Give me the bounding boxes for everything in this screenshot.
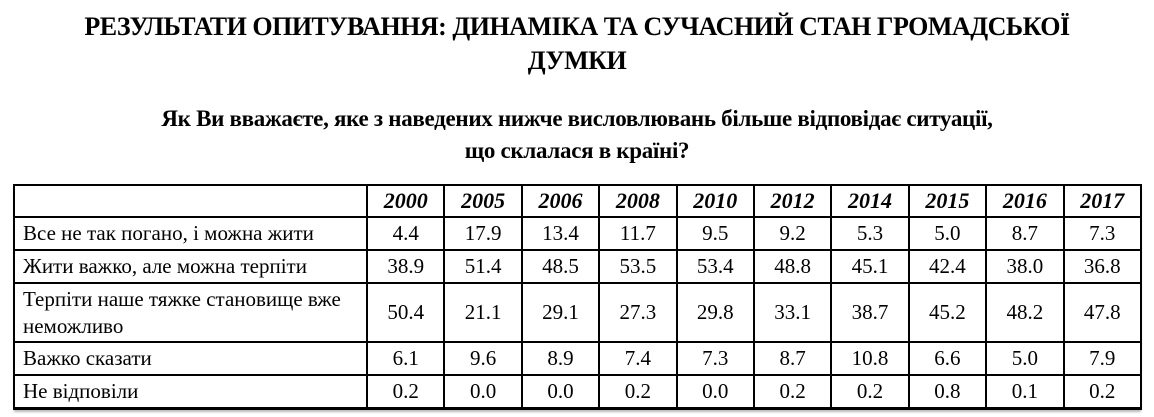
value-cell: 38.9 <box>365 248 446 284</box>
value-cell: 29.8 <box>675 281 755 344</box>
row-label-cell: Терпіти наше тяжке становище вже неможли… <box>13 281 368 344</box>
table-row: Не відповіли 0.2 0.0 0.0 0.2 0.0 0.2 0.2 0.8 0.1 0… <box>13 374 1143 410</box>
value-cell: 6.6 <box>907 341 988 377</box>
page-title: РЕЗУЛЬТАТИ ОПИТУВАННЯ: ДИНАМІКА ТА СУЧАС… <box>28 10 1126 79</box>
value-cell: 17.9 <box>443 215 523 251</box>
value-cell: 0.2 <box>598 374 678 410</box>
value-cell: 21.1 <box>443 281 523 344</box>
value-cell: 6.1 <box>365 341 446 377</box>
table-row: Терпіти наше тяжке становище вже неможли… <box>13 281 1143 344</box>
year-column-header: 2015 <box>907 183 988 218</box>
row-label-cell: Не відповіли <box>13 374 368 410</box>
value-cell: 8.9 <box>520 341 601 377</box>
value-cell: 10.8 <box>830 341 910 377</box>
year-column-header: 2008 <box>598 183 678 218</box>
value-cell: 53.4 <box>675 248 755 284</box>
value-cell: 38.0 <box>985 248 1065 284</box>
value-cell: 47.8 <box>1062 281 1143 344</box>
table-header-row: 2000 2005 2006 2008 2010 2012 2014 2015 2016 2017 <box>13 183 1143 218</box>
value-cell: 9.6 <box>443 341 523 377</box>
value-cell: 0.0 <box>443 374 523 410</box>
value-cell: 0.0 <box>675 374 755 410</box>
value-cell: 33.1 <box>752 281 833 344</box>
value-cell: 48.5 <box>520 248 601 284</box>
survey-question-line-1: Як Ви вважаєте, яке з наведених нижче ви… <box>161 105 993 131</box>
year-column-header: 2017 <box>1062 183 1143 218</box>
row-label-cell: Важко сказати <box>13 341 368 377</box>
value-cell: 7.9 <box>1062 341 1143 377</box>
value-cell: 29.1 <box>520 281 601 344</box>
value-cell: 8.7 <box>985 215 1065 251</box>
value-cell: 0.0 <box>520 374 601 410</box>
value-cell: 7.4 <box>598 341 678 377</box>
value-cell: 5.0 <box>907 215 988 251</box>
value-cell: 50.4 <box>365 281 446 344</box>
survey-question: Як Ви вважаєте, яке з наведених нижче ви… <box>72 103 1082 168</box>
results-table-head: 2000 2005 2006 2008 2010 2012 2014 2015 2016 2017 <box>13 183 1143 218</box>
year-column-header: 2010 <box>675 183 755 218</box>
table-row: Важко сказати 6.1 9.6 8.9 7.4 7.3 8.7 10.8 6.6 5.… <box>13 341 1143 377</box>
value-cell: 27.3 <box>598 281 678 344</box>
value-cell: 9.5 <box>675 215 755 251</box>
results-table: 2000 2005 2006 2008 2010 2012 2014 2015 2016 2017… <box>13 183 1143 411</box>
value-cell: 36.8 <box>1062 248 1143 284</box>
survey-results-page: РЕЗУЛЬТАТИ ОПИТУВАННЯ: ДИНАМІКА ТА СУЧАС… <box>0 10 1154 417</box>
value-cell: 45.2 <box>907 281 988 344</box>
value-cell: 5.3 <box>830 215 910 251</box>
row-label-cell: Жити важко, але можна терпіти <box>13 248 368 284</box>
value-cell: 11.7 <box>598 215 678 251</box>
value-cell: 38.7 <box>830 281 910 344</box>
value-cell: 51.4 <box>443 248 523 284</box>
year-column-header: 2000 <box>365 183 446 218</box>
value-cell: 0.8 <box>907 374 988 410</box>
year-column-header: 2014 <box>830 183 910 218</box>
survey-question-line-2: що склалася в країні? <box>464 138 690 164</box>
value-cell: 8.7 <box>752 341 833 377</box>
value-cell: 53.5 <box>598 248 678 284</box>
value-cell: 0.2 <box>1062 374 1143 410</box>
corner-header-cell <box>13 183 368 218</box>
year-column-header: 2016 <box>985 183 1065 218</box>
value-cell: 7.3 <box>1062 215 1143 251</box>
year-column-header: 2012 <box>752 183 833 218</box>
value-cell: 0.2 <box>365 374 446 410</box>
table-row: Жити важко, але можна терпіти 38.9 51.4 48.… <box>13 248 1143 284</box>
table-row: Все не так погано, і можна жити 4.4 17.9 13… <box>13 215 1143 251</box>
value-cell: 13.4 <box>520 215 601 251</box>
value-cell: 7.3 <box>675 341 755 377</box>
value-cell: 42.4 <box>907 248 988 284</box>
value-cell: 9.2 <box>752 215 833 251</box>
value-cell: 48.8 <box>752 248 833 284</box>
page-title-line-2: ДУМКИ <box>527 46 627 76</box>
value-cell: 0.1 <box>985 374 1065 410</box>
value-cell: 48.2 <box>985 281 1065 344</box>
value-cell: 0.2 <box>752 374 833 410</box>
value-cell: 0.2 <box>830 374 910 410</box>
year-column-header: 2006 <box>520 183 601 218</box>
value-cell: 5.0 <box>985 341 1065 377</box>
page-title-line-1: РЕЗУЛЬТАТИ ОПИТУВАННЯ: ДИНАМІКА ТА СУЧАС… <box>84 12 1070 41</box>
year-column-header: 2005 <box>443 183 523 218</box>
value-cell: 45.1 <box>830 248 910 284</box>
results-table-body: Все не так погано, і можна жити 4.4 17.9 13… <box>13 215 1143 410</box>
value-cell: 4.4 <box>365 215 446 251</box>
row-label-cell: Все не так погано, і можна жити <box>13 215 368 251</box>
